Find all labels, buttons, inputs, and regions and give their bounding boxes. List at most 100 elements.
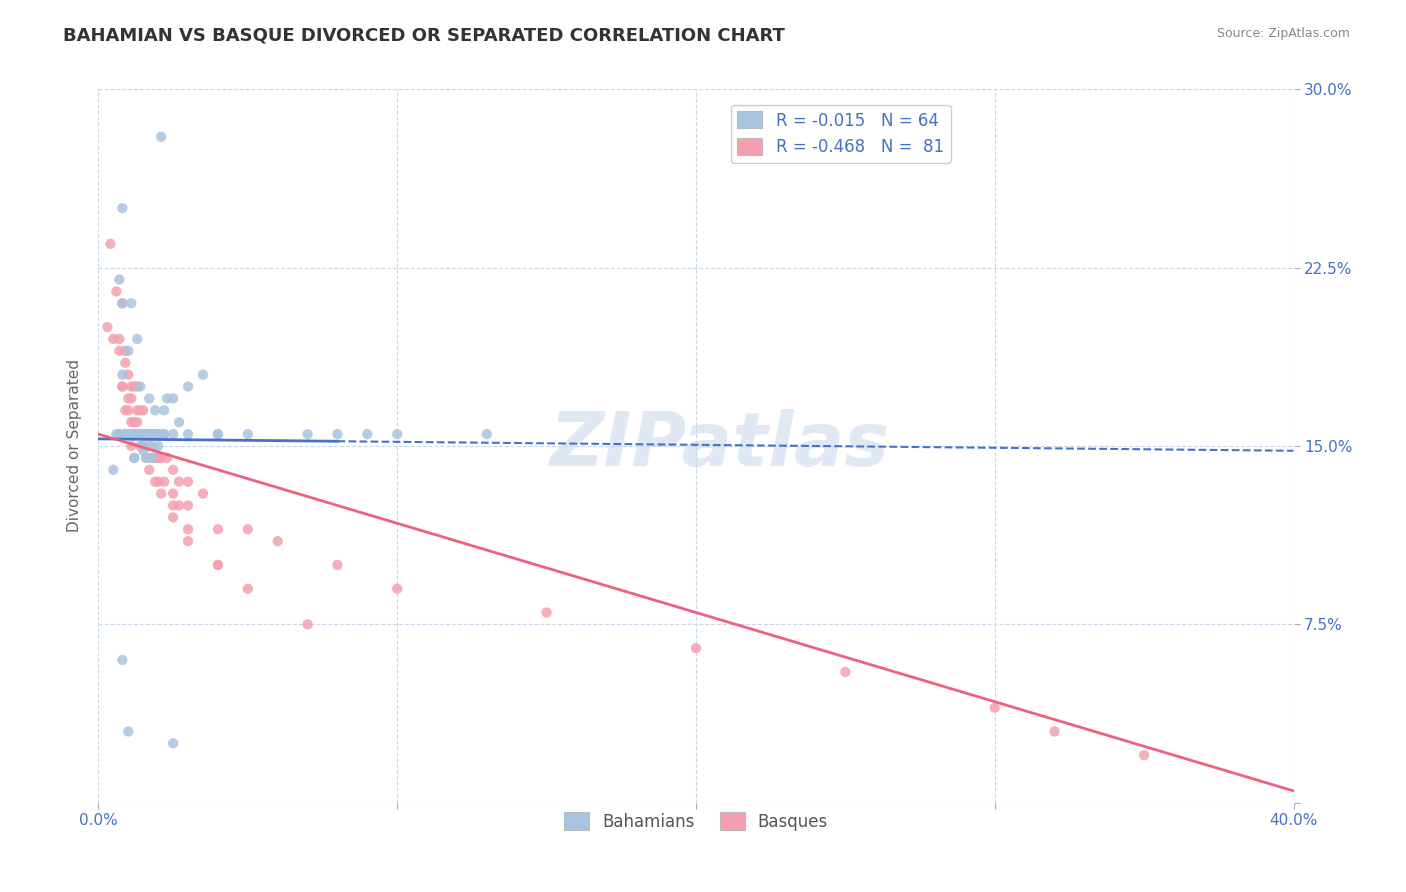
Point xyxy=(108,272,131,286)
Point xyxy=(162,736,184,750)
Point xyxy=(153,403,176,417)
Point xyxy=(117,343,139,358)
Point xyxy=(135,450,157,465)
Point xyxy=(207,427,229,442)
Point xyxy=(834,665,856,679)
Point xyxy=(108,427,131,442)
Point xyxy=(117,427,139,442)
Point xyxy=(236,427,259,442)
Point xyxy=(114,343,136,358)
Point xyxy=(156,450,179,465)
Point xyxy=(129,403,152,417)
Point xyxy=(385,427,409,442)
Point xyxy=(148,450,170,465)
Point xyxy=(141,450,163,465)
Point xyxy=(129,427,152,442)
Text: BAHAMIAN VS BASQUE DIVORCED OR SEPARATED CORRELATION CHART: BAHAMIAN VS BASQUE DIVORCED OR SEPARATED… xyxy=(63,27,785,45)
Point xyxy=(207,522,229,536)
Point xyxy=(297,617,319,632)
Point xyxy=(117,403,139,417)
Point xyxy=(141,439,163,453)
Point xyxy=(177,427,200,442)
Point xyxy=(127,427,149,442)
Point xyxy=(124,450,146,465)
Point xyxy=(141,450,163,465)
Text: ZIPatlas: ZIPatlas xyxy=(550,409,890,483)
Point xyxy=(108,343,131,358)
Point xyxy=(114,427,136,442)
Point xyxy=(177,534,200,549)
Point xyxy=(127,403,149,417)
Point xyxy=(132,439,155,453)
Point xyxy=(148,427,170,442)
Point xyxy=(127,379,149,393)
Point xyxy=(162,510,184,524)
Point xyxy=(103,463,125,477)
Point xyxy=(475,427,498,442)
Point xyxy=(297,427,319,442)
Point xyxy=(177,522,200,536)
Point xyxy=(148,450,170,465)
Point xyxy=(114,356,136,370)
Point xyxy=(127,332,149,346)
Point xyxy=(141,427,163,442)
Point xyxy=(141,450,163,465)
Point xyxy=(111,653,134,667)
Point xyxy=(111,296,134,310)
Point xyxy=(150,486,173,500)
Y-axis label: Divorced or Separated: Divorced or Separated xyxy=(67,359,83,533)
Point xyxy=(138,392,160,406)
Point xyxy=(105,285,128,299)
Point xyxy=(120,427,142,442)
Point xyxy=(143,427,166,442)
Point xyxy=(124,427,146,442)
Point xyxy=(138,439,160,453)
Point xyxy=(127,427,149,442)
Point xyxy=(177,475,200,489)
Point xyxy=(120,427,142,442)
Point xyxy=(153,475,176,489)
Point xyxy=(236,522,259,536)
Point xyxy=(132,427,155,442)
Point xyxy=(117,427,139,442)
Point xyxy=(132,443,155,458)
Point xyxy=(143,475,166,489)
Point xyxy=(105,427,128,442)
Point xyxy=(207,558,229,572)
Point xyxy=(127,415,149,429)
Point xyxy=(108,332,131,346)
Point xyxy=(124,379,146,393)
Point xyxy=(267,534,290,549)
Point xyxy=(138,463,160,477)
Point xyxy=(132,427,155,442)
Point xyxy=(117,392,139,406)
Point xyxy=(153,427,176,442)
Point xyxy=(148,427,170,442)
Point xyxy=(114,427,136,442)
Point xyxy=(132,427,155,442)
Point xyxy=(98,236,122,251)
Point xyxy=(356,427,378,442)
Point xyxy=(148,427,170,442)
Point xyxy=(124,450,146,465)
Point xyxy=(111,296,134,310)
Point xyxy=(141,450,163,465)
Point xyxy=(127,427,149,442)
Point xyxy=(148,475,170,489)
Point xyxy=(132,439,155,453)
Point xyxy=(236,582,259,596)
Point xyxy=(135,427,157,442)
Point xyxy=(135,427,157,442)
Point xyxy=(143,403,166,417)
Point xyxy=(150,450,173,465)
Point xyxy=(191,486,214,500)
Point xyxy=(150,129,173,144)
Point xyxy=(177,499,200,513)
Point xyxy=(132,403,155,417)
Point xyxy=(167,415,190,429)
Point xyxy=(103,332,125,346)
Point xyxy=(111,379,134,393)
Point xyxy=(1043,724,1066,739)
Point xyxy=(120,439,142,453)
Point xyxy=(167,499,190,513)
